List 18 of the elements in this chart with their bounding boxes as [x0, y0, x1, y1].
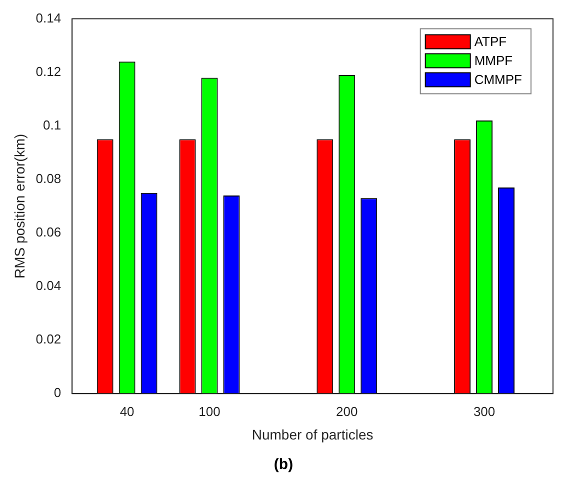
y-tick-label: 0.04	[36, 278, 62, 294]
x-tick-label: 40	[120, 404, 134, 419]
y-tick-label: 0.08	[36, 171, 62, 186]
legend-label: MMPF	[474, 52, 513, 68]
y-tick-label: 0.02	[36, 332, 62, 347]
x-axis-title: Number of particles	[252, 426, 374, 442]
legend-label: CMMPF	[474, 72, 522, 87]
y-tick-label: 0.1	[43, 117, 62, 132]
y-tick-label: 0.14	[36, 10, 62, 26]
x-tick-label: 300	[473, 404, 496, 419]
x-tick-label: 200	[336, 404, 358, 419]
y-tick-label: 0.12	[36, 64, 62, 79]
x-tick-label: 100	[198, 404, 220, 419]
text: (b)	[272, 456, 294, 473]
legend-label: ATPF	[474, 34, 507, 49]
y-tick-label: 0	[54, 385, 62, 400]
y-axis-title: RMS position error(km)	[11, 134, 28, 279]
y-tick-label: 0.06	[36, 224, 62, 240]
